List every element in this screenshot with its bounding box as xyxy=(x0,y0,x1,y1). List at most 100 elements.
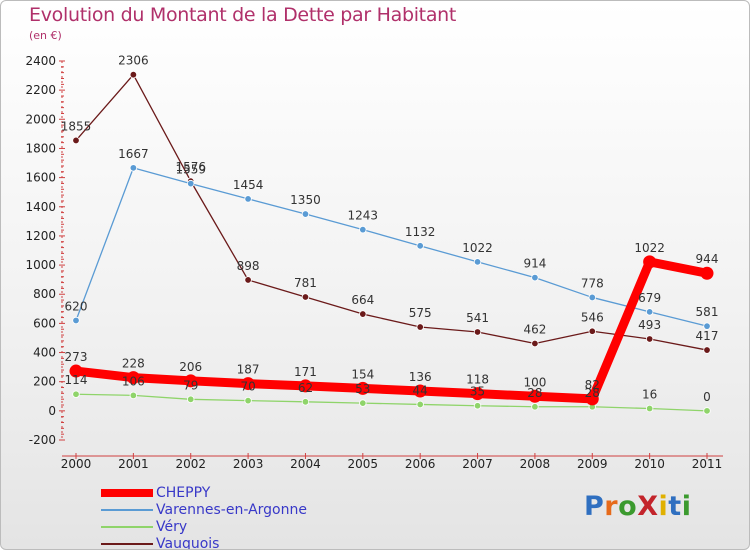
y-tick-label: 2200 xyxy=(25,83,56,97)
data-label-v-ry: 0 xyxy=(703,390,711,404)
y-tick-label: 1800 xyxy=(25,141,56,155)
data-point-vauquois xyxy=(244,276,252,284)
data-point-cheppy xyxy=(126,371,140,385)
data-label-varennes-en-argonne: 1559 xyxy=(175,163,206,177)
logo-letter: r xyxy=(604,491,619,522)
y-tick-label: 2000 xyxy=(25,112,56,126)
data-label-vauquois: 781 xyxy=(294,276,317,290)
data-label-v-ry: 16 xyxy=(642,388,657,402)
logo-letter: X xyxy=(637,491,659,522)
data-point-cheppy xyxy=(69,364,83,378)
data-label-varennes-en-argonne: 679 xyxy=(638,291,661,305)
data-point-varennes-en-argonne xyxy=(72,316,80,325)
chart-title: Evolution du Montant de la Dette par Hab… xyxy=(29,4,457,26)
data-label-cheppy: 228 xyxy=(122,357,145,371)
x-tick-label: 2009 xyxy=(577,457,608,471)
data-point-varennes-en-argonne xyxy=(645,308,654,316)
data-point-varennes-en-argonne xyxy=(301,210,310,218)
data-point-vauquois xyxy=(703,346,711,354)
y-tick-label: 400 xyxy=(33,346,56,360)
data-label-vauquois: 541 xyxy=(466,311,489,325)
data-label-cheppy: 944 xyxy=(696,252,719,266)
x-tick-label: 2001 xyxy=(118,457,149,471)
data-point-v-ry xyxy=(301,398,310,406)
y-tick-label: 1200 xyxy=(25,229,56,243)
legend-swatch xyxy=(101,489,153,497)
data-label-varennes-en-argonne: 1350 xyxy=(290,193,321,207)
data-label-cheppy: 118 xyxy=(466,373,489,387)
data-point-varennes-en-argonne xyxy=(473,258,482,266)
x-tick-label: 2007 xyxy=(462,457,493,471)
data-point-vauquois xyxy=(416,323,424,331)
logo-letter: P xyxy=(584,491,605,522)
data-label-vauquois: 417 xyxy=(696,329,719,343)
data-point-vauquois xyxy=(473,328,482,336)
data-label-varennes-en-argonne: 1022 xyxy=(462,241,493,255)
data-label-v-ry: 114 xyxy=(65,373,88,387)
data-label-cheppy: 171 xyxy=(294,365,317,379)
data-label-cheppy: 187 xyxy=(237,363,260,377)
data-label-vauquois: 1855 xyxy=(61,119,92,133)
data-point-cheppy xyxy=(413,384,427,398)
x-tick-label: 2008 xyxy=(520,457,551,471)
data-label-varennes-en-argonne: 914 xyxy=(523,257,546,271)
logo-letter: i xyxy=(658,491,669,522)
data-point-v-ry xyxy=(359,399,367,407)
data-point-v-ry xyxy=(703,407,711,415)
data-label-vauquois: 493 xyxy=(638,318,661,332)
y-tick-label: 1000 xyxy=(25,258,56,272)
y-tick-label: 800 xyxy=(33,287,56,301)
x-tick-label: 2006 xyxy=(405,457,436,471)
logo-letter: o xyxy=(618,491,638,522)
data-point-vauquois xyxy=(129,71,138,79)
legend-label: Vauquois xyxy=(156,536,220,550)
series-line-cheppy xyxy=(71,257,712,404)
data-point-cheppy xyxy=(298,379,312,393)
legend-label: CHEPPY xyxy=(156,485,211,501)
data-point-varennes-en-argonne xyxy=(531,273,539,282)
data-point-cheppy xyxy=(700,266,714,280)
x-tick-label: 2005 xyxy=(348,457,379,471)
data-label-v-ry: 106 xyxy=(122,374,145,388)
series-line-v-ry xyxy=(75,393,708,412)
x-tick-label: 2003 xyxy=(233,457,264,471)
legend-swatch xyxy=(101,509,153,511)
data-point-vauquois xyxy=(645,335,654,343)
data-label-cheppy: 82 xyxy=(585,378,600,392)
chart-unit: (en €) xyxy=(29,29,62,42)
data-point-v-ry xyxy=(473,402,482,410)
data-label-cheppy: 1022 xyxy=(634,241,665,255)
data-label-cheppy: 100 xyxy=(523,375,546,389)
data-point-vauquois xyxy=(301,293,310,301)
data-label-v-ry: 28 xyxy=(585,386,600,400)
proxiti-logo: ProXiti xyxy=(584,491,691,522)
data-point-v-ry xyxy=(244,396,252,405)
data-point-varennes-en-argonne xyxy=(703,322,711,330)
series-line-varennes-en-argonne xyxy=(75,167,708,327)
data-point-v-ry xyxy=(531,403,539,411)
x-tick-label: 2011 xyxy=(692,457,723,471)
data-label-varennes-en-argonne: 1132 xyxy=(405,225,436,239)
data-label-v-ry: 70 xyxy=(240,380,255,394)
y-tick-label: 2400 xyxy=(25,54,56,68)
data-label-cheppy: 136 xyxy=(409,370,432,384)
data-point-cheppy xyxy=(585,392,599,406)
data-point-varennes-en-argonne xyxy=(187,179,195,188)
y-tick-label: 1400 xyxy=(25,200,56,214)
data-label-vauquois: 462 xyxy=(523,323,546,337)
data-point-cheppy xyxy=(184,374,198,388)
data-label-v-ry: 62 xyxy=(298,381,313,395)
data-label-vauquois: 898 xyxy=(237,259,260,273)
series-line-vauquois xyxy=(75,74,708,351)
data-label-varennes-en-argonne: 1454 xyxy=(233,178,264,192)
logo-letter: t xyxy=(668,491,682,522)
data-point-varennes-en-argonne xyxy=(244,195,252,203)
x-tick-label: 2002 xyxy=(175,457,206,471)
y-tick-label: 200 xyxy=(33,375,56,389)
data-label-varennes-en-argonne: 1243 xyxy=(348,209,379,223)
legend-swatch xyxy=(101,543,153,545)
y-tick-label: 600 xyxy=(33,316,56,330)
data-point-v-ry xyxy=(129,391,138,400)
data-point-v-ry xyxy=(645,404,654,413)
